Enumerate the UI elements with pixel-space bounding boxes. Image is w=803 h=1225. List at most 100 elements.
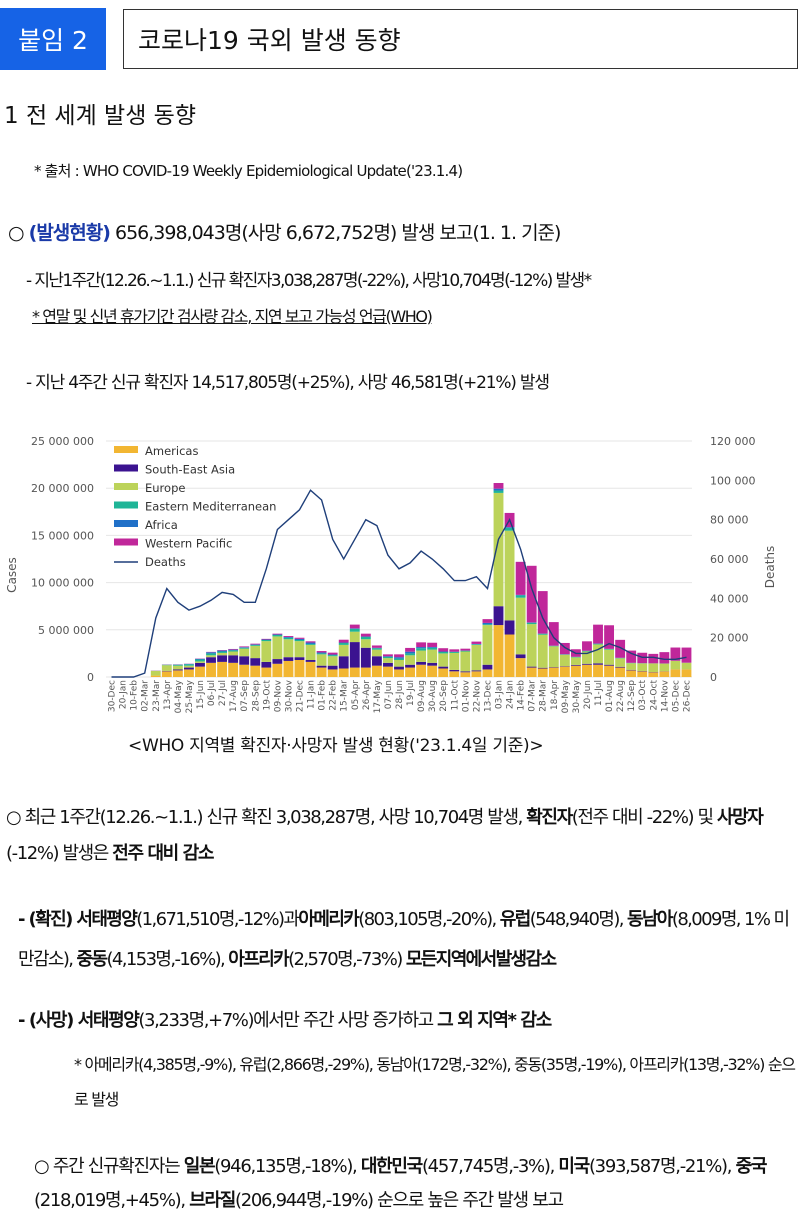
bar-segment bbox=[604, 625, 615, 649]
bar-segment bbox=[559, 642, 570, 655]
bar-segment bbox=[626, 670, 637, 677]
bar-segment bbox=[504, 634, 515, 677]
weekly-line: - 지난1주간(12.26.~1.1.) 신규 확진자3,038,287명(-2… bbox=[26, 271, 592, 291]
bar-segment bbox=[261, 641, 272, 662]
bar-segment bbox=[283, 639, 294, 658]
bar-segment bbox=[383, 666, 393, 677]
bar-segment bbox=[482, 619, 493, 623]
bar-segment bbox=[438, 666, 449, 669]
bar-segment bbox=[349, 667, 360, 677]
bar-segment bbox=[250, 658, 261, 666]
bar-segment bbox=[261, 639, 272, 642]
bar-segment bbox=[228, 651, 239, 656]
bar-segment bbox=[272, 636, 283, 660]
bar-segment bbox=[548, 667, 559, 677]
x-tick-label: 19-Jul bbox=[406, 680, 416, 706]
legend-swatch bbox=[114, 520, 138, 527]
bar-segment bbox=[360, 667, 371, 677]
bar-segment bbox=[637, 671, 648, 677]
bar-segment bbox=[526, 624, 537, 667]
bar-segment bbox=[261, 638, 272, 640]
x-tick-label: 23-Mar bbox=[152, 680, 162, 712]
bar-segment bbox=[416, 647, 427, 649]
bar-segment bbox=[493, 488, 504, 491]
bar-segment bbox=[250, 643, 261, 645]
x-tick-label: 03-Jan bbox=[495, 680, 505, 709]
bar-segment bbox=[504, 527, 515, 528]
bar-segment bbox=[360, 636, 371, 640]
x-tick-label: 24-Oct bbox=[649, 680, 659, 711]
bar-segment bbox=[394, 666, 404, 670]
x-tick-label: 26-Apr bbox=[362, 680, 372, 710]
bar-segment bbox=[394, 658, 404, 661]
bar-segment bbox=[604, 664, 615, 666]
bar-segment bbox=[338, 668, 349, 677]
bar-segment bbox=[371, 656, 382, 666]
x-tick-label: 20-Jun bbox=[583, 680, 593, 709]
legend-swatch bbox=[114, 446, 138, 453]
bar-segment bbox=[515, 595, 526, 598]
bar-segment bbox=[405, 664, 415, 668]
legend-label: Eastern Mediterranean bbox=[145, 500, 276, 514]
bar-segment bbox=[305, 644, 316, 661]
bar-segment bbox=[228, 648, 239, 650]
y-tick-label: 10 000 000 bbox=[31, 577, 94, 590]
legend-label: Africa bbox=[145, 518, 178, 532]
bar-segment bbox=[217, 652, 228, 656]
x-tick-label: 01-Aug bbox=[605, 680, 615, 712]
bar-segment bbox=[615, 666, 626, 668]
bar-segment bbox=[371, 649, 382, 657]
x-tick-label: 30-Aug bbox=[428, 680, 438, 712]
x-tick-label: 09-Nov bbox=[273, 679, 283, 712]
bar-segment bbox=[250, 644, 261, 646]
bar-segment bbox=[283, 636, 294, 637]
bar-segment bbox=[338, 644, 349, 657]
bar-segment bbox=[482, 664, 493, 670]
bar-segment bbox=[217, 661, 228, 677]
bar-segment bbox=[360, 647, 371, 668]
bar-segment bbox=[582, 651, 592, 664]
x-tick-label: 09-May bbox=[561, 679, 571, 713]
y2-tick-label: 100 000 bbox=[710, 474, 756, 487]
bar-segment bbox=[604, 649, 615, 665]
bar-segment bbox=[493, 625, 504, 677]
x-tick-label: 06-Jul bbox=[207, 680, 217, 706]
chart: 0 5 000 000 10 000 000 15 000 000 20 000 000… bbox=[0, 425, 803, 725]
bar-segment bbox=[471, 671, 482, 677]
y-tick-label: 25 000 000 bbox=[31, 435, 94, 448]
x-tick-label: 30-Nov bbox=[284, 679, 294, 712]
bar-segment bbox=[172, 665, 183, 670]
summary-line: ○ (발생현황) 656,398,043명(사망 6,672,752명) 발생 … bbox=[8, 222, 561, 244]
bar-segment bbox=[261, 661, 272, 668]
deaths-footnote: * 아메리카(4,385명,-9%), 유럽(2,866명,-29%), 동남아… bbox=[74, 1055, 796, 1109]
bar-segment bbox=[294, 638, 305, 640]
bar-segment bbox=[648, 672, 659, 677]
bar-segment bbox=[482, 625, 493, 665]
bar-segment bbox=[316, 653, 327, 655]
bar-segment bbox=[416, 650, 427, 662]
bar-segment bbox=[383, 654, 393, 657]
bar-segment bbox=[515, 654, 526, 659]
y2-tick-label: 40 000 bbox=[710, 592, 749, 605]
bar-segment bbox=[283, 660, 294, 677]
bar-segment bbox=[316, 652, 327, 654]
x-tick-label: 07-Mar bbox=[528, 680, 538, 712]
bar-segment bbox=[371, 665, 382, 677]
bar-segment bbox=[482, 622, 493, 625]
x-tick-label: 04-May bbox=[174, 679, 184, 713]
bar-segment bbox=[526, 565, 537, 623]
bar-segment bbox=[316, 651, 327, 653]
bar-segment bbox=[427, 642, 438, 647]
bar-segment bbox=[217, 650, 228, 652]
bar-segment bbox=[239, 646, 250, 648]
bar-segment bbox=[161, 671, 172, 677]
bar-segment bbox=[150, 670, 161, 676]
bar-segment bbox=[659, 652, 670, 664]
bar-segment bbox=[615, 639, 626, 658]
bar-segment bbox=[161, 665, 172, 671]
legend-swatch bbox=[114, 483, 138, 490]
bar-segment bbox=[272, 663, 283, 677]
x-tick-label: 22-Feb bbox=[329, 680, 339, 711]
bar-segment bbox=[681, 647, 692, 663]
x-tick-label: 02-Mar bbox=[141, 680, 151, 712]
